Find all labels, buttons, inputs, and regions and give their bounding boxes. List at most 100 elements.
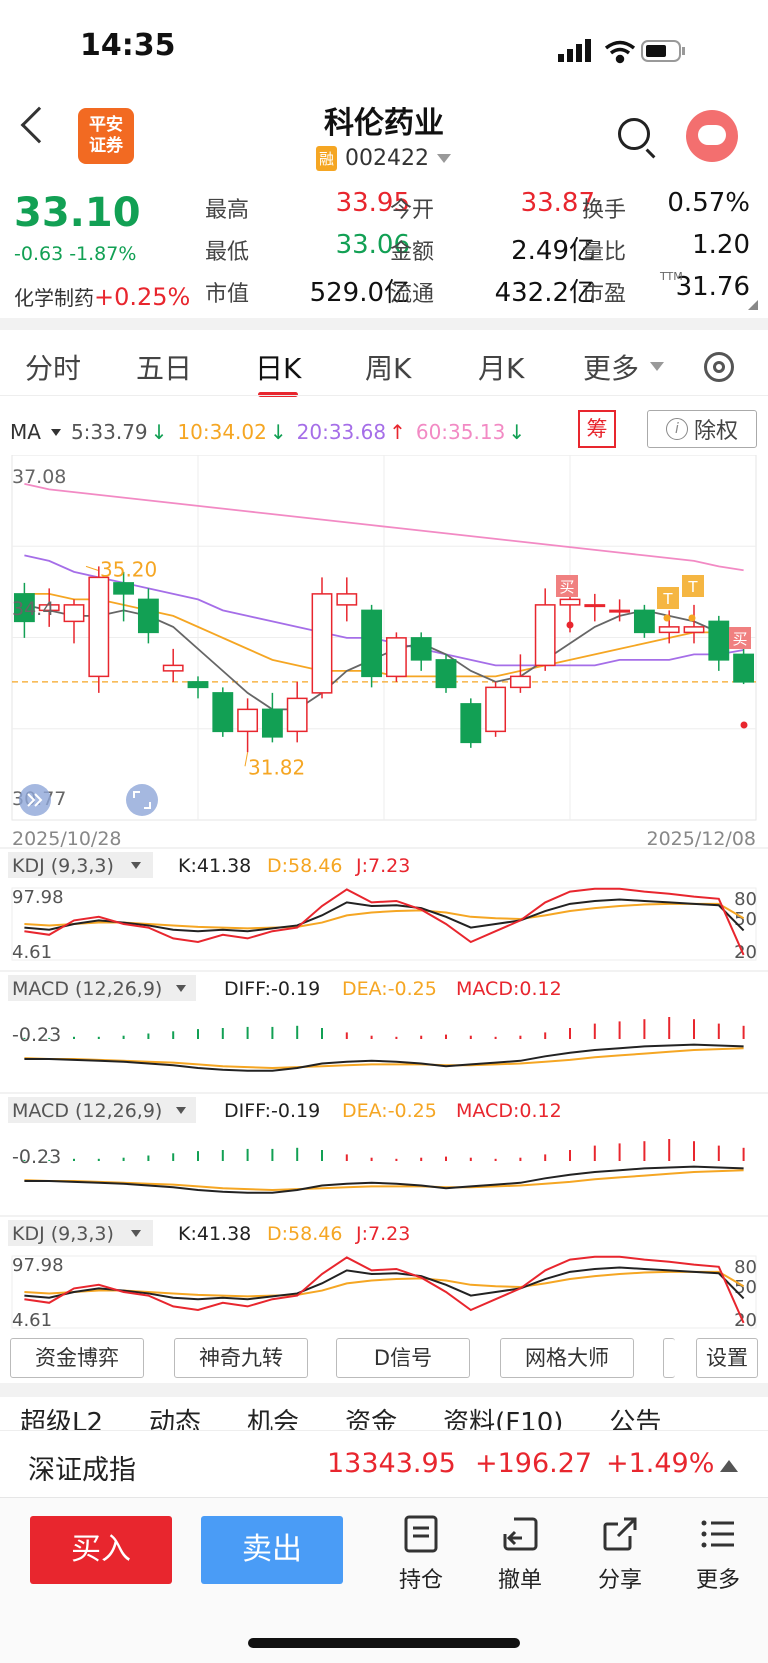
candle-body	[261, 708, 283, 738]
kdj-panel-2-80: 80	[734, 1257, 757, 1278]
candle-body	[336, 593, 358, 606]
macd-panel-1-dea: DEA:-0.25	[342, 978, 437, 1000]
macd-panel-1-diff-line	[24, 1043, 744, 1072]
t-signal-marker	[682, 575, 704, 597]
kdj-panel-2-d-line	[24, 1270, 745, 1298]
tab-3[interactable]: 周K	[365, 352, 412, 385]
tab-2[interactable]: 日K	[255, 352, 302, 385]
quote-value: 31.76	[675, 272, 750, 302]
candle-body	[435, 659, 457, 689]
tool-button-partial[interactable]	[663, 1338, 675, 1378]
quote-value: 2.49亿	[511, 236, 595, 266]
index-bar[interactable]	[0, 1430, 768, 1496]
ma-value: 5:33.79	[70, 420, 148, 444]
candle-body	[212, 692, 234, 733]
signal-dot	[663, 614, 671, 622]
marker-leader	[85, 565, 99, 571]
t-signal-marker	[657, 587, 679, 609]
kdj-panel-1-20: 20	[734, 942, 757, 963]
quote-label: 市值	[205, 282, 250, 307]
settings-gear-icon[interactable]	[704, 352, 734, 382]
tab-1[interactable]: 五日	[136, 352, 193, 385]
assistant-avatar-icon[interactable]	[686, 110, 738, 162]
current-price: 33.10	[14, 190, 141, 236]
kdj-panel-2-50: 50	[734, 1277, 757, 1298]
tool-button-2[interactable]: D信号	[336, 1338, 470, 1378]
quote-label: 今开	[390, 198, 435, 223]
chevron-down-icon	[437, 154, 451, 163]
quote-value: 33.95	[335, 188, 410, 218]
ma60-line	[24, 483, 744, 572]
kdj-panel-1-j: J:7.23	[355, 855, 410, 877]
kdj-panel-1-80: 80	[734, 889, 757, 910]
trend-arrow-icon: ↓	[269, 420, 287, 444]
sell-button[interactable]: 卖出	[201, 1516, 343, 1584]
tool-button-3[interactable]: 网格大师	[500, 1338, 634, 1378]
kdj-panel-2-name: KDJ (9,3,3)	[12, 1223, 114, 1245]
tab-0[interactable]: 分时	[25, 352, 82, 385]
chip-distribution-button[interactable]: 筹	[578, 410, 616, 448]
buy-signal-marker	[556, 575, 578, 597]
tab-5[interactable]: 更多	[583, 352, 640, 385]
macd-panel-1-name: MACD (12,26,9)	[12, 978, 162, 1000]
divider	[0, 318, 768, 330]
holdings-button[interactable]: 持仓	[386, 1514, 456, 1594]
quote-value: 529.0亿	[309, 278, 410, 308]
kdj-panel-1-name: KDJ (9,3,3)	[12, 855, 114, 877]
signal-dot	[566, 621, 574, 629]
kdj-panel-2-k: K:41.38	[178, 1223, 251, 1245]
quote-label: 流通	[390, 282, 435, 307]
macd-panel-1-macd: MACD:0.12	[456, 978, 562, 1000]
quote-label: 最高	[205, 198, 250, 223]
buy-button[interactable]: 买入	[30, 1516, 172, 1584]
ma-legend[interactable]: MA 5:33.79 ↓ 10:34.02 ↓ 20:33.68 ↑ 60:35.13 ↓	[10, 420, 525, 444]
share-button[interactable]: 分享	[585, 1514, 655, 1594]
more-button[interactable]: 更多	[683, 1514, 753, 1594]
ma-item: 10:34.02 ↓	[177, 420, 286, 444]
home-indicator[interactable]	[248, 1638, 520, 1648]
tool-button-0[interactable]: 资金博弈	[10, 1338, 144, 1378]
chevron-up-icon[interactable]	[720, 1460, 738, 1472]
ma20-line	[24, 554, 744, 667]
ex-rights-button[interactable]: i 除权	[647, 410, 757, 448]
candle-body	[509, 675, 531, 689]
candle-body	[385, 637, 407, 678]
trend-arrow-icon: ↑	[389, 420, 406, 444]
search-icon[interactable]	[618, 118, 650, 150]
share-icon	[603, 1517, 637, 1551]
cancel-order-button[interactable]: 撤单	[485, 1514, 555, 1594]
double-chevron-icon	[27, 793, 43, 807]
tool-button-1[interactable]: 神奇九转	[174, 1338, 308, 1378]
expand-corner-icon[interactable]	[748, 300, 758, 310]
sell-signal-marker	[729, 627, 751, 649]
kdj-panel-1-k: K:41.38	[178, 855, 251, 877]
x-end-label: 2025/12/08	[646, 828, 756, 850]
fullscreen-button-icon	[126, 784, 158, 816]
candle-body	[708, 620, 730, 661]
y-mid-label: 34.4	[12, 598, 54, 620]
kdj-panel-2-d: D:58.46	[267, 1223, 342, 1245]
ma-item: 60:35.13 ↓	[416, 420, 525, 444]
candle-body	[658, 626, 680, 634]
ma-value: 20:33.68	[296, 420, 387, 444]
trend-arrow-icon: ↓	[508, 420, 526, 444]
battery-icon	[641, 40, 685, 62]
candle-body	[410, 637, 432, 661]
sell-signal-marker-text: 买	[732, 630, 747, 648]
ma-label: MA	[10, 420, 41, 444]
candle-body	[162, 664, 184, 672]
candle-body	[38, 604, 60, 612]
tab-4[interactable]: 月K	[478, 352, 525, 385]
sector-info[interactable]: 化学制药+0.25%	[14, 283, 191, 311]
menu-icon	[701, 1520, 734, 1548]
candle-body	[633, 609, 655, 634]
status-time: 14:35	[80, 28, 176, 63]
kline-chart[interactable]: 37.0834.430.772025/10/282025/12/0835.203…	[0, 455, 768, 1335]
macd-panel-2-dea: DEA:-0.25	[342, 1100, 437, 1122]
tool-button-4[interactable]: 设置	[696, 1338, 758, 1378]
stock-code-selector[interactable]: 融 002422	[316, 146, 451, 171]
quote-value: 33.87	[520, 188, 595, 218]
kdj-panel-2-name-box	[8, 1220, 153, 1246]
quote-label: 市盈	[582, 282, 627, 307]
t-signal-marker-text: T	[687, 578, 698, 596]
